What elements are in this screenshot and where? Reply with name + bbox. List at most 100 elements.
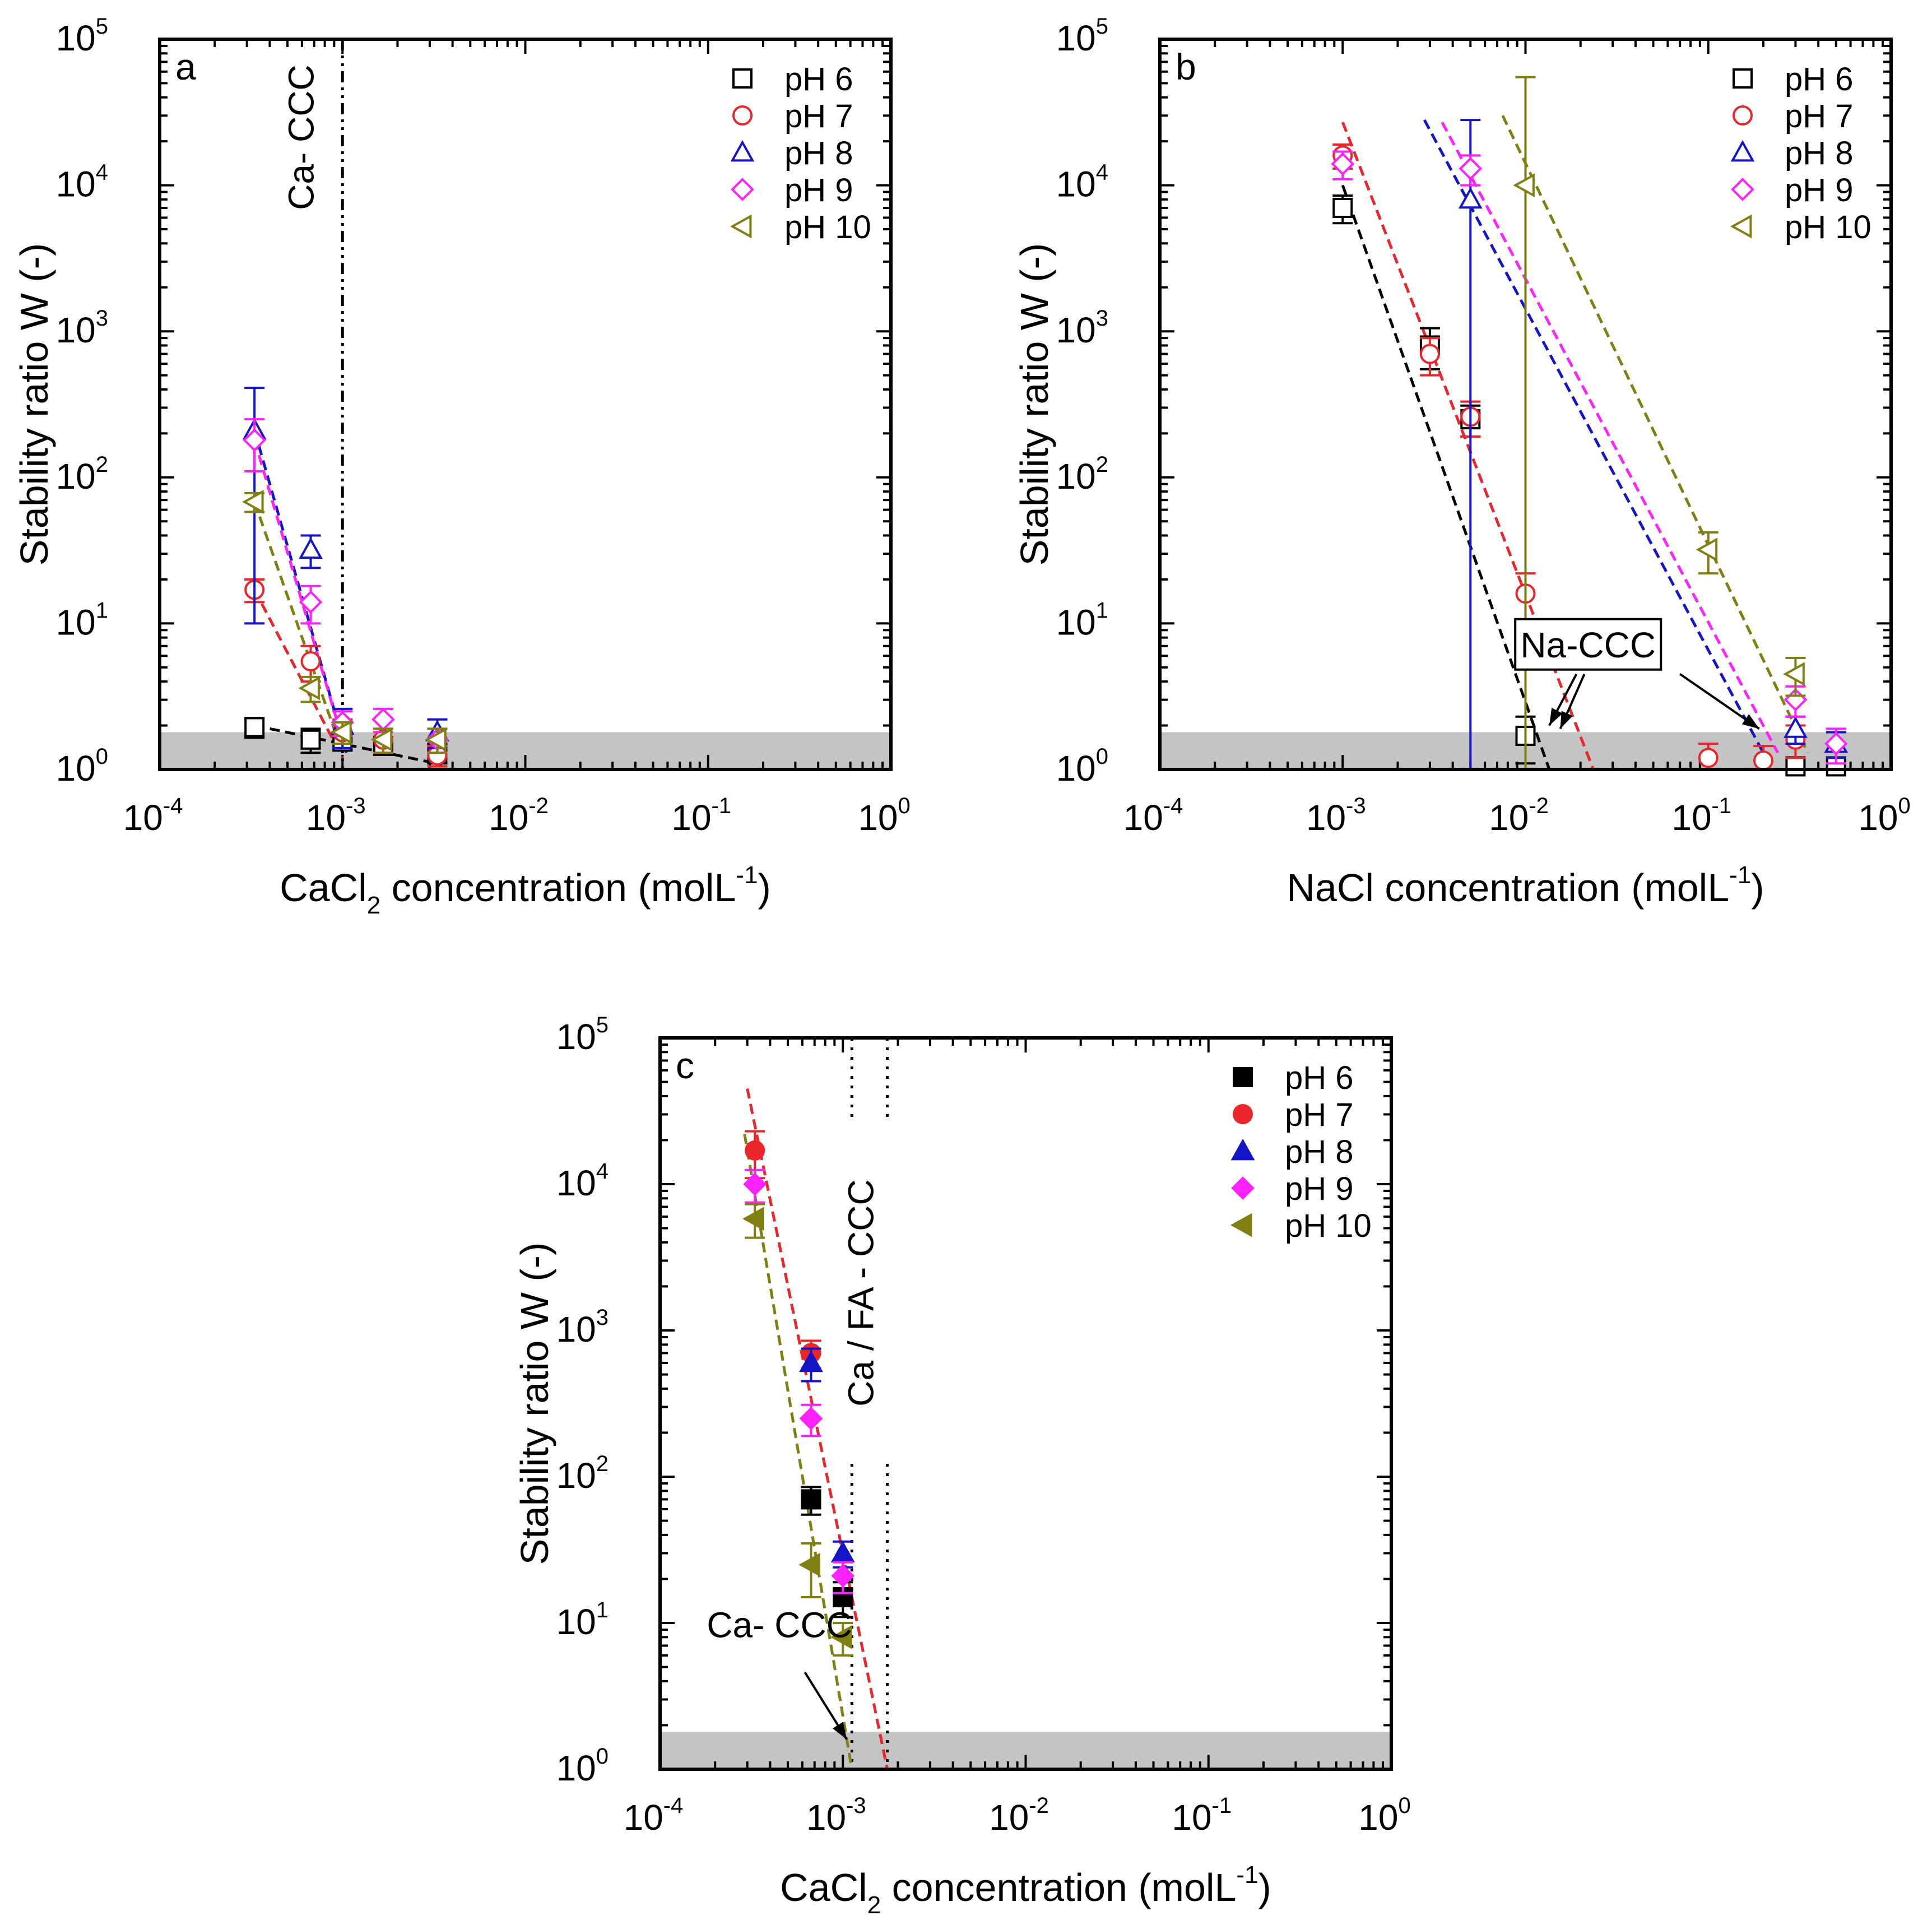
legend-label: pH 8 [1285,1134,1354,1170]
y-tick-label: 101 [1056,598,1108,642]
data-point [242,490,264,514]
x-tick-label: 10-3 [806,1793,866,1838]
x-axis-title: NaCl concentration (molL-1) [1287,861,1764,910]
legend-marker [1230,1138,1255,1161]
y-tick-label: 105 [56,14,108,58]
data-point [830,1625,852,1649]
y-tick-label: 103 [1056,306,1108,350]
fit-line [1423,119,1765,754]
series-ph-6 [801,1486,853,1618]
data-point [370,727,393,752]
legend-label: pH 8 [784,135,853,171]
data-point [244,717,265,738]
y-tick-label: 104 [556,1159,609,1203]
legend-marker [730,214,752,239]
fit-line [1341,184,1551,770]
x-tick-label: 10-2 [989,1793,1049,1838]
legend-marker [730,140,755,162]
x-tick-label: 10-1 [671,794,731,838]
legend-marker [731,178,754,201]
data-point [1419,344,1440,364]
legend-label: pH 6 [1285,1060,1354,1096]
legend-marker [732,68,753,89]
data-point [1753,750,1773,771]
x-tick-label: 100 [1358,1793,1410,1838]
fit-line [253,439,344,740]
panel-label: b [1176,46,1196,87]
annotation-label: Na-CCC [1520,625,1656,665]
data-point [1332,197,1353,218]
data-point [1698,748,1719,768]
legend-label: pH 7 [1285,1097,1354,1133]
legend-marker [1730,140,1755,162]
y-tick-label: 104 [56,160,108,205]
data-point [1785,756,1806,777]
data-point [1458,187,1483,209]
y-tick-label: 100 [556,1744,609,1788]
fit-line [253,501,344,754]
fit-line [746,1088,889,1770]
x-tick-label: 10-4 [624,1793,684,1838]
y-tick-label: 102 [1056,452,1108,497]
data-point [743,1172,767,1196]
panel-c-calcium-chloride-with-fulvic-acid: 10-4 10-3 10-2 10-1 100 100 101 102 103 104 105 CaC… [513,1013,1411,1919]
y-tick-label: 100 [56,744,108,789]
data-point [799,1350,823,1372]
x-tick-label: 10-4 [1123,794,1183,838]
data-point [742,1207,764,1231]
annotation: Ca- CCC [707,1604,852,1740]
legend-label: pH 7 [1785,98,1854,135]
fit-line [1501,115,1809,754]
fit-line [1441,122,1780,754]
data-point [300,651,321,672]
fit-line [743,1134,853,1770]
legend-label: pH 10 [1785,209,1871,245]
series-ph-10 [242,490,448,754]
legend-marker [1733,105,1753,126]
x-tick-label: 10-3 [1306,794,1366,838]
x-tick-label: 10-2 [1489,794,1549,838]
x-tick-label: 100 [858,794,910,838]
annotation-box [1514,618,1662,671]
y-tick-label: 104 [1056,160,1108,205]
y-tick-label: 101 [556,1598,609,1642]
x-tick-label: 10-2 [489,794,549,838]
legend-label: pH 6 [1785,61,1854,98]
series-ph-9 [243,418,449,754]
legend-label: pH 6 [784,61,853,98]
x-tick-label: 10-3 [306,794,366,838]
legend-marker [1233,1104,1253,1124]
plot-frame [658,1036,1393,1771]
ccc-label: Ca- CCC [281,64,321,210]
data-point [831,1564,855,1588]
y-tick-label: 102 [556,1451,609,1496]
x-tick-label: 10-4 [123,794,183,838]
data-point [243,428,266,452]
y-tick-label: 105 [1056,14,1108,58]
data-point [1784,716,1808,738]
data-point [299,590,323,614]
panel-a-calcium-chloride-open-markers: 10-4 10-3 10-2 10-1 100 100 101 102 103 104 105 CaC… [12,14,911,919]
data-point [425,727,447,752]
legend: pH 6pH 7pH 8pH 9pH 10 [1730,61,1871,245]
legend-marker [1731,178,1754,201]
plot-frame [158,38,893,771]
fit-line [1341,122,1595,770]
annotation-label: Ca- CCC [707,1604,852,1645]
legend-label: pH 9 [784,172,853,208]
y-axis-title: Stability ratio W (-) [513,1242,556,1565]
y-axis-title: Stability ratio W (-) [1013,243,1056,566]
y-axis-title: Stability ratio W (-) [12,243,56,566]
panel-label: a [175,46,196,87]
data-point [1513,173,1535,197]
series-ph-9 [743,1168,855,1594]
legend: pH 6pH 7pH 8pH 9pH 10 [730,61,871,245]
legend: pH 6pH 7pH 8pH 9pH 10 [1230,1060,1372,1244]
data-point [298,676,320,701]
y-tick-label: 103 [56,306,108,350]
annotation-arrow-head [832,1722,847,1740]
legend-label: pH 8 [1785,135,1854,171]
annotation-arrow-head [1741,714,1759,729]
